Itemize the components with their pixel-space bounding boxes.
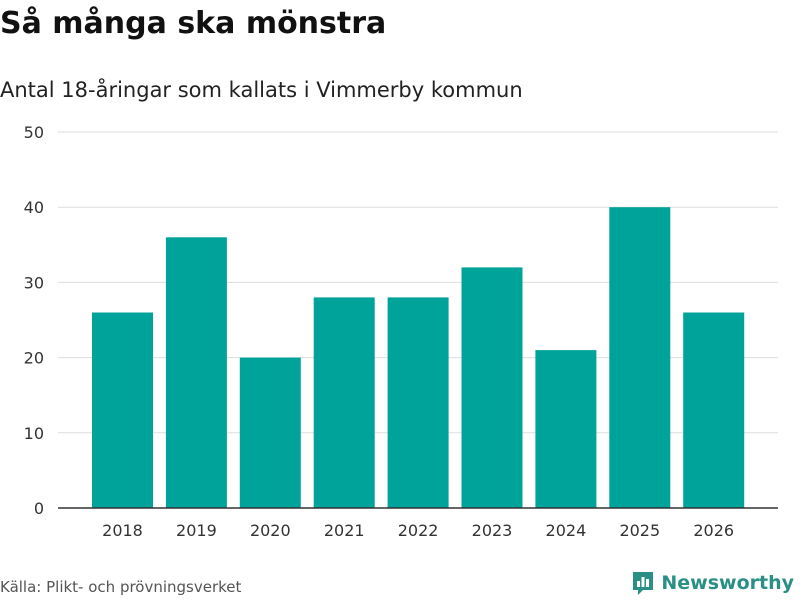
x-tick-label: 2018: [102, 521, 143, 540]
x-tick-label: 2024: [546, 521, 587, 540]
y-tick-label: 20: [24, 349, 44, 368]
x-tick-label: 2019: [176, 521, 217, 540]
bar: [92, 312, 153, 508]
x-tick-label: 2021: [324, 521, 365, 540]
x-tick-label: 2025: [619, 521, 660, 540]
bar: [239, 357, 301, 508]
x-tick-label: 2023: [472, 521, 513, 540]
brand-logo: Newsworthy: [631, 570, 794, 596]
bar: [165, 237, 227, 509]
y-tick-label: 40: [24, 198, 44, 217]
brand-name: Newsworthy: [661, 572, 794, 594]
x-tick-label: 2026: [693, 521, 734, 540]
bar: [313, 297, 375, 508]
chart-subtitle: Antal 18-åringar som kallats i Vimmerby …: [0, 78, 523, 102]
bar: [387, 297, 449, 508]
y-tick-label: 10: [24, 424, 44, 443]
bar: [461, 267, 523, 508]
bar: [609, 207, 671, 508]
y-tick-label: 30: [24, 273, 44, 292]
x-tick-label: 2020: [250, 521, 291, 540]
source-note: Källa: Plikt- och prövningsverket: [0, 578, 242, 596]
newsworthy-logo-icon: [633, 572, 654, 595]
bar: [683, 312, 745, 508]
bar: [535, 350, 597, 508]
x-tick-label: 2022: [398, 521, 439, 540]
y-tick-label: 50: [24, 123, 44, 142]
chart-title: Så många ska mönstra: [0, 6, 387, 41]
y-tick-label: 0: [34, 499, 44, 518]
